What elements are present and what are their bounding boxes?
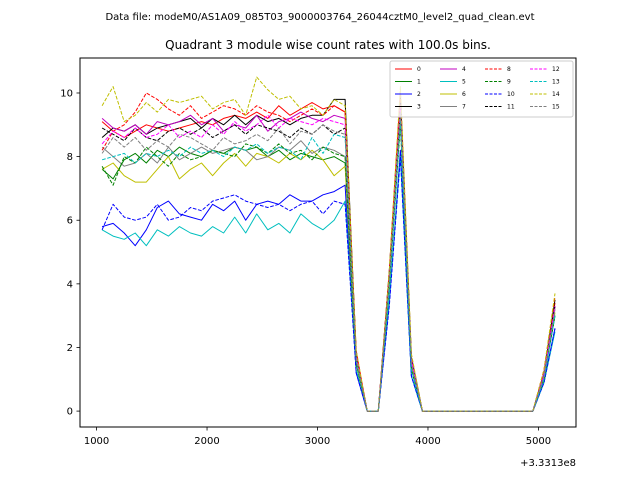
- legend-label-5: 5: [462, 79, 466, 86]
- y-tick-label: 2: [67, 343, 73, 354]
- x-tick-label: 1000: [84, 436, 109, 447]
- legend-label-10: 10: [507, 91, 515, 98]
- series-line-11: [101, 108, 556, 412]
- figure-suptitle: Data file: modeM0/AS1A09_085T03_90000037…: [105, 12, 534, 23]
- y-axis: 0 2 4 6 8 10: [60, 88, 80, 418]
- series-line-14: [101, 76, 556, 412]
- series-line-5: [101, 156, 556, 412]
- legend-label-0: 0: [417, 66, 421, 73]
- legend-box: [389, 60, 574, 118]
- legend-label-12: 12: [552, 66, 560, 73]
- x-tick-label: 2000: [194, 436, 219, 447]
- x-tick-label: 3000: [305, 436, 330, 447]
- legend-label-13: 13: [552, 79, 560, 86]
- series-line-15: [101, 111, 556, 412]
- series-line-10: [101, 156, 556, 412]
- legend-label-9: 9: [507, 79, 511, 86]
- y-tick-label: 0: [67, 407, 73, 418]
- series-layer: [101, 76, 556, 412]
- legend-label-11: 11: [507, 104, 515, 111]
- y-tick-label: 10: [60, 88, 73, 99]
- legend-label-4: 4: [462, 66, 466, 73]
- legend-label-2: 2: [417, 91, 421, 98]
- y-tick-label: 4: [67, 279, 73, 290]
- x-axis: 1000 2000 3000 4000 5000: [84, 427, 551, 447]
- legend-label-7: 7: [462, 104, 466, 111]
- x-offset-label: +3.3313e8: [520, 458, 576, 469]
- plot-frame: [79, 57, 577, 428]
- x-tick-label: 5000: [526, 436, 551, 447]
- y-tick-label: 6: [67, 216, 73, 227]
- legend-label-14: 14: [552, 91, 560, 98]
- series-line-13: [101, 121, 556, 412]
- chart-title: Quadrant 3 module wise count rates with …: [165, 38, 491, 52]
- legend-label-3: 3: [417, 104, 421, 111]
- legend-label-15: 15: [552, 104, 560, 111]
- y-tick-label: 8: [67, 152, 73, 163]
- x-tick-label: 4000: [415, 436, 440, 447]
- legend-label-1: 1: [417, 79, 421, 86]
- legend-label-8: 8: [507, 66, 511, 73]
- legend-label-6: 6: [462, 91, 466, 98]
